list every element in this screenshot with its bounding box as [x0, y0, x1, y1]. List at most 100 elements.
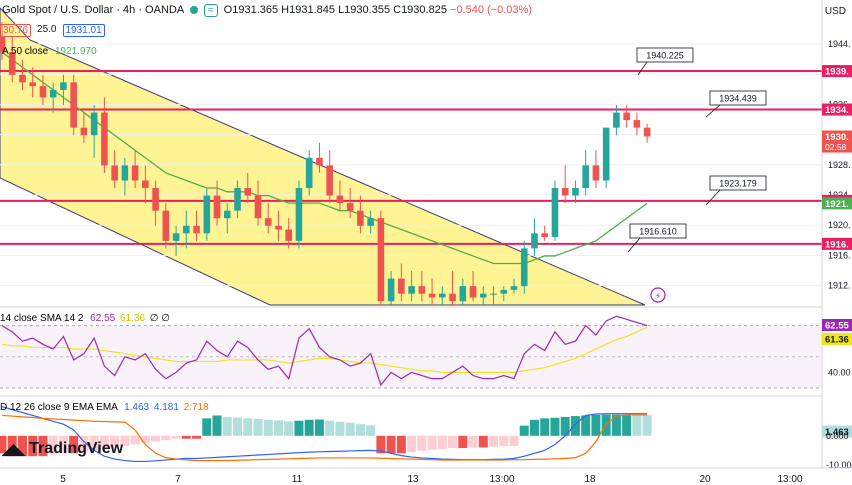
macd-hist-bar: [407, 435, 417, 453]
candle: [408, 271, 415, 302]
candle-body: [387, 278, 395, 302]
macd-hist-bar: [48, 435, 58, 455]
macd-signal-line: [1, 414, 648, 462]
candle: [244, 172, 252, 204]
macd-pane: [0, 406, 652, 463]
macd-badge: [822, 425, 852, 438]
macd-hist-bar: [386, 435, 396, 454]
candle: [203, 188, 211, 241]
time-tick-label: 20: [699, 474, 711, 485]
candle-body: [264, 218, 272, 226]
callout-leader: [705, 189, 721, 206]
bid-button[interactable]: 30.76: [0, 24, 32, 37]
candle: [193, 210, 200, 241]
candle: [49, 82, 57, 113]
time-tick-label: 13:00: [777, 474, 802, 485]
level-badge-label: 1939.: [825, 67, 849, 78]
macd-hist-bar: [110, 435, 120, 448]
macd-hist-bar: [581, 415, 591, 436]
close-value: C1930.825: [393, 4, 447, 16]
candle: [459, 278, 467, 305]
candle-body: [572, 188, 579, 196]
callout-label: 1916.610: [639, 227, 677, 237]
candle: [19, 59, 26, 90]
macd-hist-bar: [489, 435, 499, 447]
candle-body: [357, 210, 364, 226]
candle: [592, 150, 600, 189]
macd-hist-bar: [509, 435, 519, 446]
macd-hist-bar: [212, 415, 222, 436]
macd-hist-bar: [325, 420, 335, 436]
candle: [131, 150, 139, 189]
rsi-ma-line: [1, 326, 648, 373]
candle: [162, 203, 170, 249]
candle-body: [121, 165, 129, 181]
candle-body: [275, 225, 282, 230]
candle: [500, 286, 508, 302]
callout-leader: [705, 104, 721, 118]
rsi-tick-label: 40.00: [828, 367, 851, 377]
ask-button[interactable]: 1931.01: [62, 24, 105, 37]
candle: [90, 105, 98, 158]
candle: [223, 203, 231, 234]
macd-hist-bar: [550, 417, 560, 436]
macd-hist-bar: [79, 435, 89, 452]
candle-body: [531, 233, 538, 249]
candle-body: [510, 286, 518, 290]
candle-body: [285, 229, 293, 241]
candle: [80, 112, 88, 143]
candle-body: [439, 293, 446, 298]
candle-body: [70, 82, 77, 128]
macd-hist-bar: [181, 435, 191, 439]
grid: [0, 43, 852, 397]
candle: [449, 271, 456, 305]
macd-hist-value: 1.463: [124, 402, 150, 413]
candle: [439, 286, 446, 305]
candle: [633, 112, 641, 136]
currency-label[interactable]: USD: [824, 6, 846, 17]
macd-label: D 12 26 close 9 EMA EMA: [0, 402, 118, 413]
macd-tick-label: 0.000: [826, 431, 849, 441]
ma-value: 1921.970: [54, 46, 97, 57]
candle: [39, 74, 47, 106]
macd-hist-bar: [243, 418, 253, 436]
lightning-icon: ⚡: [655, 292, 661, 302]
candle: [285, 218, 293, 249]
level-badge: [822, 237, 852, 250]
macd-hist-bar: [529, 419, 539, 436]
candle: [264, 203, 272, 234]
channel-band: [0, 7, 646, 306]
price-badge: [822, 197, 852, 210]
candle: [541, 225, 549, 241]
macd-hist-bar: [7, 435, 17, 457]
candle: [398, 263, 405, 302]
macd-signal-value: 2.718: [183, 402, 209, 413]
candle-body: [111, 165, 118, 181]
replay-icon: [650, 287, 666, 303]
candle: [183, 210, 190, 249]
symbol-title: Gold Spot / U.S. Dollar · 4h · OANDA: [2, 4, 185, 16]
alert-icon[interactable]: ≈: [204, 3, 218, 17]
time-axis: 5 7 11 13 13:00 18 20 13:00 ⚡: [0, 287, 852, 485]
candle-body: [80, 127, 88, 136]
macd-hist-bar: [560, 416, 570, 436]
candle: [643, 123, 651, 143]
candle: [213, 180, 221, 226]
candle-body: [346, 203, 354, 211]
macd-hist-bar: [130, 435, 140, 445]
watermark-text: TradingView: [29, 440, 124, 457]
callout-box: [636, 47, 694, 63]
time-tick-label: 13: [407, 474, 419, 485]
candle-body: [551, 188, 559, 238]
candle: [142, 165, 149, 204]
macd-hist-bar: [355, 424, 365, 436]
macd-tick-label: -10.000: [826, 460, 852, 470]
macd-hist-bar: [99, 435, 109, 449]
candle: [101, 97, 108, 173]
callout-box: [629, 223, 687, 239]
macd-hist-bar: [632, 414, 642, 436]
macd-hist-bar: [140, 435, 150, 444]
candle-body: [582, 165, 589, 189]
ohlc-values: O1931.365 H1931.845 L1930.355 C1930.825 …: [224, 4, 532, 16]
